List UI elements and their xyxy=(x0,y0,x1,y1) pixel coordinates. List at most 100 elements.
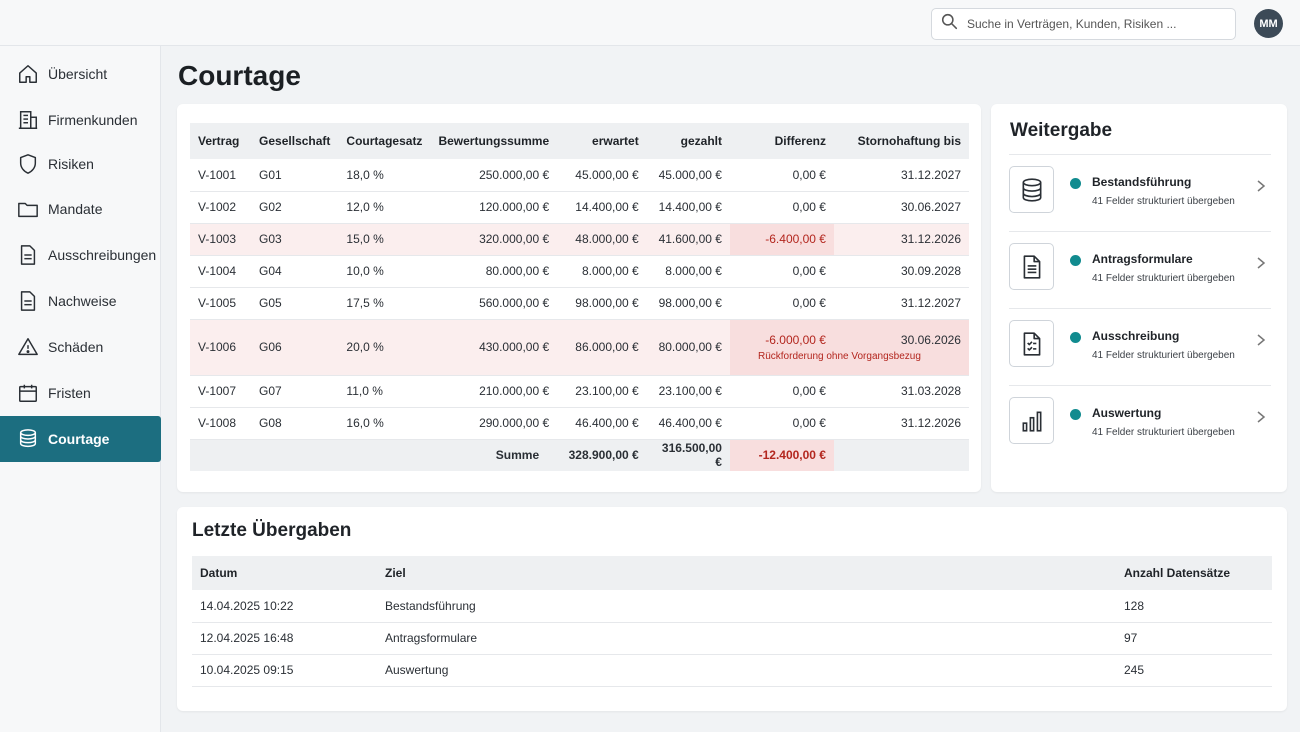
column-header[interactable]: Courtagesatz xyxy=(338,123,431,159)
table-row[interactable]: 14.04.2025 10:22 Bestandsführung 128 xyxy=(192,590,1272,623)
column-header[interactable]: Bewertungssumme xyxy=(430,123,558,159)
column-header[interactable]: Gesellschaft xyxy=(251,123,339,159)
column-header[interactable]: erwartet xyxy=(557,123,647,159)
folder-icon xyxy=(17,198,39,220)
weitergabe-item-subtitle: 41 Felder strukturiert übergeben xyxy=(1092,196,1235,207)
cell-stornohaftung: 31.03.2028 xyxy=(833,375,969,408)
document-icon xyxy=(17,290,39,312)
sidebar-item-mandate[interactable]: Mandate xyxy=(0,186,161,232)
sidebar-item-fristen[interactable]: Fristen xyxy=(0,370,161,416)
cell-vertrag: V-1008 xyxy=(190,407,252,440)
table-row-highlighted[interactable]: V-1003 G03 15,0 % 320.000,00 € 48.000,00… xyxy=(190,223,969,256)
database-icon xyxy=(1009,166,1054,213)
weitergabe-item-title: Antragsformulare xyxy=(1092,252,1193,266)
cell-courtagesatz: 12,0 % xyxy=(338,191,431,224)
weitergabe-item-subtitle: 41 Felder strukturiert übergeben xyxy=(1092,350,1235,361)
sidebar-item-firmenkunden[interactable]: Firmenkunden xyxy=(0,97,161,143)
cell-differenz: 0,00 € xyxy=(729,287,834,320)
cell-datum: 12.04.2025 16:48 xyxy=(192,622,377,655)
table-row[interactable]: V-1007 G07 11,0 % 210.000,00 € 23.100,00… xyxy=(190,375,969,408)
table-row[interactable]: V-1005 G05 17,5 % 560.000,00 € 98.000,00… xyxy=(190,287,969,320)
column-header[interactable]: Vertrag xyxy=(190,123,252,159)
weitergabe-item-auswertung[interactable]: Auswertung 41 Felder strukturiert überge… xyxy=(1009,385,1271,462)
table-row[interactable]: 10.04.2025 09:15 Auswertung 245 xyxy=(192,654,1272,687)
weitergabe-item-subtitle: 41 Felder strukturiert übergeben xyxy=(1092,273,1235,284)
cell-gezahlt: 80.000,00 € xyxy=(646,319,730,376)
cell-bewertungssumme: 430.000,00 € xyxy=(430,319,558,376)
sidebar-item-schaeden[interactable]: Schäden xyxy=(0,324,161,370)
sidebar-item-uebersicht[interactable]: Übersicht xyxy=(0,51,161,97)
weitergabe-item-title: Auswertung xyxy=(1092,406,1162,420)
column-header[interactable]: Datum xyxy=(192,556,377,590)
shield-icon xyxy=(17,153,39,175)
table-row[interactable]: V-1008 G08 16,0 % 290.000,00 € 46.400,00… xyxy=(190,407,969,440)
weitergabe-item-title: Bestandsführung xyxy=(1092,175,1192,189)
cell-bewertungssumme: 120.000,00 € xyxy=(430,191,558,224)
sidebar-item-nachweise[interactable]: Nachweise xyxy=(0,278,161,324)
chevron-right-icon xyxy=(1257,334,1266,346)
cell-differenz: 0,00 € xyxy=(729,255,834,288)
sidebar-item-label: Nachweise xyxy=(48,293,117,309)
sidebar-item-label: Übersicht xyxy=(48,66,108,82)
courtage-table: Vertrag Gesellschaft Courtagesatz Bewert… xyxy=(190,123,969,471)
cell-stornohaftung: 31.12.2026 xyxy=(833,407,969,440)
search-box[interactable] xyxy=(931,8,1236,40)
cell-gesellschaft: G03 xyxy=(251,223,339,256)
letzte-uebergaben-card: Letzte Übergaben Datum Ziel Anzahl Daten… xyxy=(177,507,1287,711)
table-row[interactable]: V-1002 G02 12,0 % 120.000,00 € 14.400,00… xyxy=(190,191,969,224)
column-header[interactable]: Differenz xyxy=(729,123,834,159)
cell-gezahlt: 41.600,00 € xyxy=(646,223,730,256)
form-icon xyxy=(1009,243,1054,290)
search-icon xyxy=(941,13,958,35)
cell-datum: 14.04.2025 10:22 xyxy=(192,590,377,623)
row-note: Rückforderung ohne Vorgangsbezug xyxy=(757,350,921,362)
sidebar: Übersicht Firmenkunden Risiken Mandate A… xyxy=(0,46,161,732)
sidebar-item-label: Risiken xyxy=(48,156,94,172)
table-header-row: Vertrag Gesellschaft Courtagesatz Bewert… xyxy=(190,123,969,159)
avatar[interactable]: MM xyxy=(1254,9,1283,38)
cell-bewertungssumme: 320.000,00 € xyxy=(430,223,558,256)
cell-bewertungssumme: 250.000,00 € xyxy=(430,159,558,192)
column-header[interactable]: gezahlt xyxy=(646,123,730,159)
table-row[interactable]: V-1001 G01 18,0 % 250.000,00 € 45.000,00… xyxy=(190,159,969,192)
sidebar-item-label: Firmenkunden xyxy=(48,112,138,128)
column-header[interactable]: Stornohaftung bis xyxy=(833,123,969,159)
cell-erwartet: 8.000,00 € xyxy=(557,255,647,288)
table-row[interactable]: V-1004 G04 10,0 % 80.000,00 € 8.000,00 €… xyxy=(190,255,969,288)
table-row-highlighted[interactable]: V-1006 G06 20,0 % 430.000,00 € 86.000,00… xyxy=(190,319,969,376)
sum-gezahlt: 316.500,00 € xyxy=(646,439,730,471)
sidebar-item-label: Mandate xyxy=(48,201,103,217)
cell-courtagesatz: 11,0 % xyxy=(338,375,431,408)
column-header[interactable]: Anzahl Datensätze xyxy=(1116,556,1272,590)
sum-row: Summe 328.900,00 € 316.500,00 € -12.400,… xyxy=(190,439,969,471)
cell-datum: 10.04.2025 09:15 xyxy=(192,654,377,687)
weitergabe-item-title: Ausschreibung xyxy=(1092,329,1180,343)
table-row[interactable]: 12.04.2025 16:48 Antragsformulare 97 xyxy=(192,622,1272,655)
sidebar-item-courtage[interactable]: Courtage xyxy=(0,416,161,462)
search-input[interactable] xyxy=(967,17,1227,31)
uebergaben-table: Datum Ziel Anzahl Datensätze 14.04.2025 … xyxy=(192,556,1272,687)
table-header-row: Datum Ziel Anzahl Datensätze xyxy=(192,556,1272,590)
home-icon xyxy=(17,63,39,85)
cell-ziel: Auswertung xyxy=(377,654,1116,687)
cell-gezahlt: 45.000,00 € xyxy=(646,159,730,192)
cell-courtagesatz: 17,5 % xyxy=(338,287,431,320)
sidebar-item-label: Ausschreibungen xyxy=(48,247,157,263)
weitergabe-item-bestandsfuehrung[interactable]: Bestandsführung 41 Felder strukturiert ü… xyxy=(1009,154,1271,231)
courtage-card: Vertrag Gesellschaft Courtagesatz Bewert… xyxy=(177,104,981,492)
cell-stornohaftung: 31.12.2027 xyxy=(833,287,969,320)
bar-chart-icon xyxy=(1009,397,1054,444)
chevron-right-icon xyxy=(1257,180,1266,192)
sum-differenz: -12.400,00 € xyxy=(729,439,834,471)
cell-stornohaftung: 30.06.2027 xyxy=(833,191,969,224)
cell-courtagesatz: 15,0 % xyxy=(338,223,431,256)
cell-gezahlt: 46.400,00 € xyxy=(646,407,730,440)
weitergabe-item-ausschreibung[interactable]: Ausschreibung 41 Felder strukturiert übe… xyxy=(1009,308,1271,385)
cell-differenz: 0,00 € xyxy=(729,375,834,408)
weitergabe-item-antragsformulare[interactable]: Antragsformulare 41 Felder strukturiert … xyxy=(1009,231,1271,308)
cell-erwartet: 46.400,00 € xyxy=(557,407,647,440)
sidebar-item-label: Fristen xyxy=(48,385,91,401)
sidebar-item-ausschreibungen[interactable]: Ausschreibungen xyxy=(0,232,161,278)
column-header[interactable]: Ziel xyxy=(377,556,1116,590)
sidebar-item-risiken[interactable]: Risiken xyxy=(0,141,161,187)
